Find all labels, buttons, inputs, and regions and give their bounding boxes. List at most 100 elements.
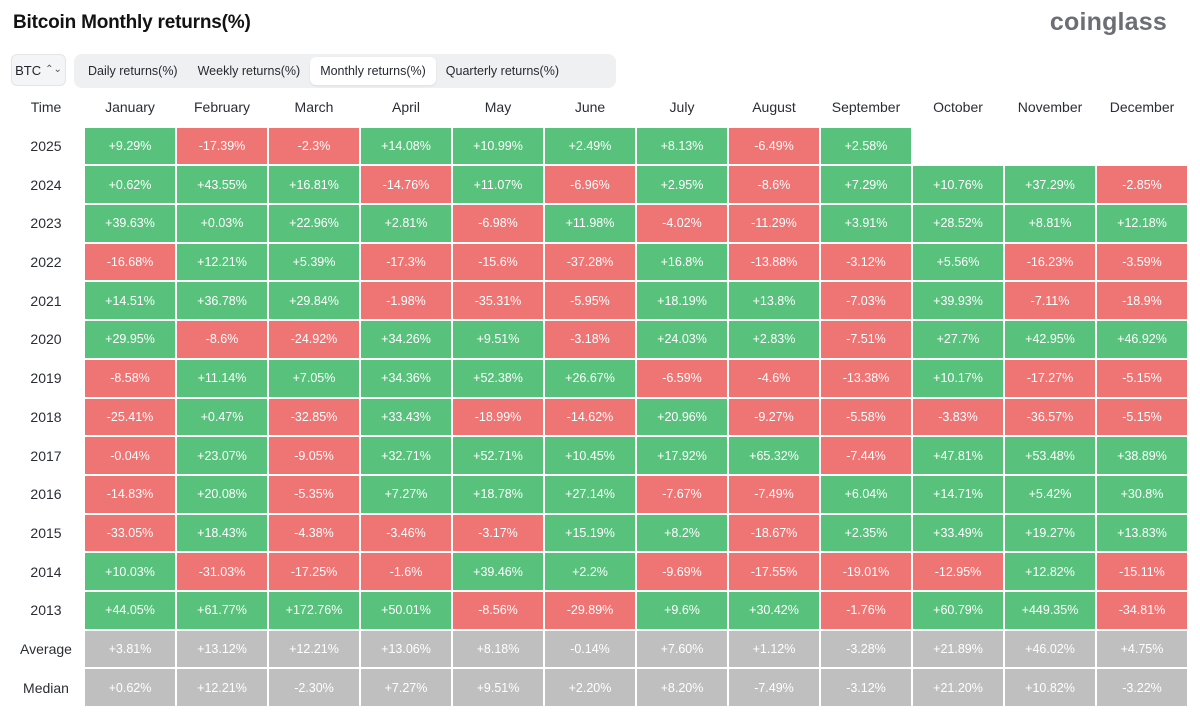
- tab-daily-returns[interactable]: Daily returns(%): [88, 64, 178, 78]
- return-cell: +13.8%: [729, 282, 819, 320]
- return-cell: +20.96%: [637, 398, 727, 436]
- return-cell: +47.81%: [913, 437, 1003, 474]
- return-cell: -1.6%: [361, 553, 451, 590]
- column-header-november: November: [1017, 99, 1083, 116]
- return-cell: -0.14%: [545, 630, 635, 668]
- row-label: 2013: [30, 602, 62, 619]
- return-cell: +5.56%: [913, 243, 1003, 281]
- return-cell: +7.27%: [361, 669, 451, 706]
- return-cell: +8.81%: [1005, 205, 1095, 242]
- return-cell: -6.96%: [545, 166, 635, 204]
- return-cell: +8.18%: [453, 630, 543, 668]
- return-cell: -9.69%: [637, 553, 727, 590]
- table-row: 2016 -14.83% +20.08% -5.35% +7.27% +18.78% +27…: [8, 475, 1198, 514]
- return-cell: +2.83%: [729, 321, 819, 358]
- return-cell: -7.67%: [637, 475, 727, 513]
- return-cell: -16.23%: [1005, 243, 1095, 281]
- return-cell: -7.49%: [729, 475, 819, 513]
- row-label: 2023: [30, 215, 62, 232]
- return-cell: +22.96%: [269, 205, 359, 242]
- return-cell: -1.98%: [361, 282, 451, 320]
- return-cell: +172.76%: [269, 591, 359, 629]
- return-cell: +16.81%: [269, 166, 359, 204]
- row-label: 2025: [30, 138, 62, 155]
- return-cell: +10.99%: [453, 127, 543, 165]
- tab-weekly-returns[interactable]: Weekly returns(%): [197, 64, 301, 78]
- return-cell: +13.12%: [177, 630, 267, 668]
- row-label: 2020: [30, 331, 62, 348]
- row-label: 2017: [30, 447, 62, 464]
- column-header-october: October: [933, 99, 983, 116]
- return-cell: +9.29%: [85, 127, 175, 165]
- tab-monthly-returns[interactable]: Monthly returns(%): [310, 57, 436, 85]
- return-cell: +13.83%: [1097, 514, 1187, 552]
- return-cell: -8.6%: [729, 166, 819, 204]
- brand-logo: coinglass: [1049, 8, 1167, 36]
- asset-select[interactable]: BTC ⌃⌄: [11, 54, 66, 86]
- return-cell: +21.20%: [913, 669, 1003, 706]
- return-cell: -6.49%: [729, 127, 819, 165]
- return-cell: +2.58%: [821, 127, 911, 165]
- return-cell: +0.62%: [85, 669, 175, 706]
- return-cell: +15.19%: [545, 514, 635, 552]
- column-header-december: December: [1109, 99, 1175, 116]
- return-cell: -36.57%: [1005, 398, 1095, 436]
- return-cell: +6.04%: [821, 475, 911, 513]
- table-row: 2025 +9.29% -17.39% -2.3% +14.08% +10.99% +2.4…: [8, 127, 1198, 166]
- return-cell: +32.71%: [361, 437, 451, 474]
- return-cell: +3.91%: [821, 205, 911, 242]
- return-cell: -3.22%: [1097, 669, 1187, 706]
- return-cell: +46.92%: [1097, 321, 1187, 358]
- return-cell: -2.30%: [269, 669, 359, 706]
- row-label: 2015: [30, 524, 62, 541]
- returns-period-tabs: Daily returns(%) Weekly returns(%) Monthly…: [74, 54, 616, 88]
- return-cell: -3.18%: [545, 321, 635, 358]
- return-cell: +52.71%: [453, 437, 543, 474]
- return-cell: +18.19%: [637, 282, 727, 320]
- return-cell: +23.07%: [177, 437, 267, 474]
- return-cell: +36.78%: [177, 282, 267, 320]
- return-cell: +10.03%: [85, 553, 175, 590]
- return-cell: -3.12%: [821, 669, 911, 706]
- return-cell: -4.02%: [637, 205, 727, 242]
- asset-select-value: BTC: [15, 62, 42, 78]
- return-cell: +0.03%: [177, 205, 267, 242]
- return-cell: +16.8%: [637, 243, 727, 281]
- column-header-may: May: [484, 99, 512, 116]
- return-cell: +11.14%: [177, 359, 267, 397]
- return-cell: -37.28%: [545, 243, 635, 281]
- return-cell: -5.15%: [1097, 359, 1187, 397]
- return-cell: +12.82%: [1005, 553, 1095, 590]
- return-cell: +18.43%: [177, 514, 267, 552]
- table-row: 2013 +44.05% +61.77% +172.76% +50.01% -8.56% -…: [8, 591, 1198, 630]
- return-cell: -31.03%: [177, 553, 267, 590]
- row-label: 2022: [30, 254, 62, 271]
- row-label: 2019: [30, 370, 62, 387]
- return-cell: +2.2%: [545, 553, 635, 590]
- tab-quarterly-returns[interactable]: Quarterly returns(%): [445, 64, 560, 78]
- return-cell: -3.28%: [821, 630, 911, 668]
- return-cell: +26.67%: [545, 359, 635, 397]
- table-row: 2023 +39.63% +0.03% +22.96% +2.81% -6.98% +11.…: [8, 204, 1198, 243]
- return-cell: +0.47%: [177, 398, 267, 436]
- table-row: 2014 +10.03% -31.03% -17.25% -1.6% +39.46% +2.…: [8, 552, 1198, 591]
- return-cell: +2.95%: [637, 166, 727, 204]
- table-row: 2020 +29.95% -8.6% -24.92% +34.26% +9.51% -3.1…: [8, 320, 1198, 359]
- row-label: 2014: [30, 563, 62, 580]
- column-header-february: February: [193, 99, 251, 116]
- return-cell: -3.17%: [453, 514, 543, 552]
- return-cell: -17.39%: [177, 127, 267, 165]
- return-cell: -19.01%: [821, 553, 911, 590]
- return-cell: +2.81%: [361, 205, 451, 242]
- return-cell: +60.79%: [913, 591, 1003, 629]
- return-cell: -3.83%: [913, 398, 1003, 436]
- row-label: 2018: [30, 408, 62, 425]
- return-cell: -7.11%: [1005, 282, 1095, 320]
- return-cell: -29.89%: [545, 591, 635, 629]
- table-row: 2018 -25.41% +0.47% -32.85% +33.43% -18.99% -1…: [8, 398, 1198, 437]
- returns-table: Time January February March April May June July…: [8, 88, 1198, 707]
- return-cell: +39.63%: [85, 205, 175, 242]
- table-row: 2021 +14.51% +36.78% +29.84% -1.98% -35.31% -5…: [8, 281, 1198, 320]
- return-cell: +43.55%: [177, 166, 267, 204]
- return-cell: -5.15%: [1097, 398, 1187, 436]
